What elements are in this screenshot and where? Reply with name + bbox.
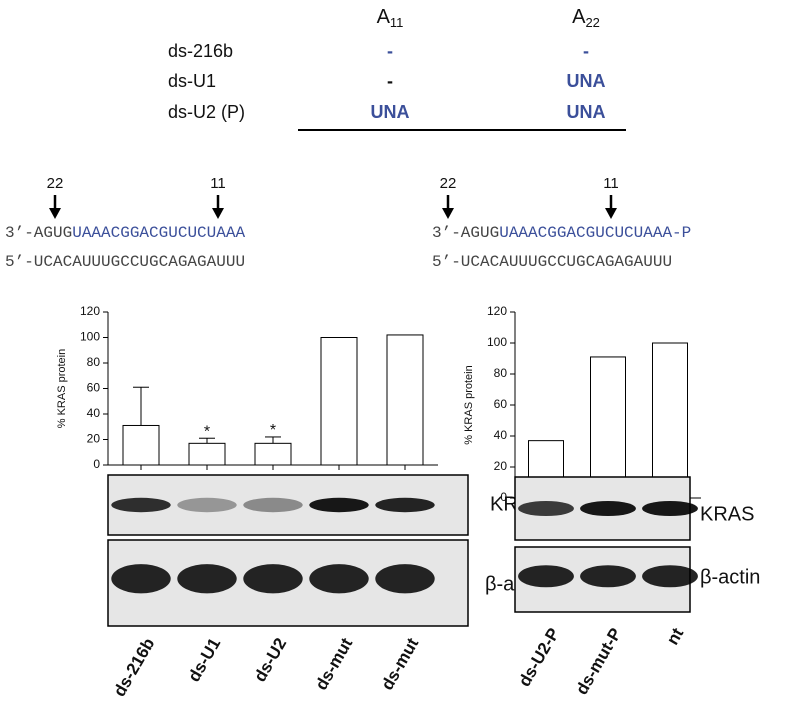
cell: UNA [567,102,606,122]
blot-band [243,497,303,513]
cell: - [387,71,393,91]
category-label: ds-mut [312,634,357,693]
cell: UNA [371,102,410,122]
strand-top: 3’-AGUGUAAACGGACGUCUCUAAA-P [432,224,691,242]
cell: UNA [567,71,606,91]
blot-band [309,497,369,513]
bar [652,342,688,499]
y-axis-label: % KRAS protein [56,349,68,428]
arrow-head [442,208,454,219]
strand-body: UAAACGGACGUCUCUAAA [72,224,245,242]
column-header: A22 [572,6,600,30]
y-tick-label: 80 [87,355,101,369]
cell: - [583,41,589,61]
arrow-head [605,208,617,219]
significance-marker: * [270,422,276,439]
y-tick-label: 60 [494,397,508,411]
y-tick-label: 120 [487,304,507,318]
row-label: ds-216b [168,41,233,61]
category-label: ds-mut [378,634,423,693]
cell: - [387,41,393,61]
blot-band [518,500,574,517]
row-label: ds-U2 (P) [168,102,245,122]
arrow-label: 22 [440,175,457,192]
bar [590,356,626,499]
blot-band [309,564,369,594]
category-label: ds-U2 [250,635,290,685]
y-tick-label: 20 [87,432,101,446]
bar [254,442,292,466]
column-letter: A [377,6,391,28]
category-label: ds-mut-P [572,625,625,698]
strand-top: 3’-AGUGUAAACGGACGUCUCUAAA [5,224,245,242]
category-label: ds-U1 [184,635,224,685]
column-subscript: 11 [390,15,404,30]
column-letter: A [572,6,586,28]
y-tick-label: 60 [87,381,101,395]
y-tick-label: 120 [80,304,100,318]
y-tick-label: 80 [494,366,508,380]
y-tick-label: 20 [494,459,508,473]
blot-band [243,564,303,594]
y-tick-label: 40 [87,406,101,420]
y-tick-label: 40 [494,428,508,442]
blot-band [177,564,237,594]
column-header: A11 [377,6,404,30]
strand-body: UAAACGGACGUCUCUAAA-P [499,224,691,242]
strand-prefix: 3’-AGUG [5,224,72,242]
blot-band [375,564,435,594]
category-label: ds-U2-P [515,625,564,690]
blot-band [111,564,171,594]
blot-label: KRAS [700,503,754,525]
bar [122,424,160,466]
blot-band [580,565,636,588]
y-tick-label: 0 [500,490,507,504]
blot-band [177,497,237,513]
arrow-label: 22 [47,175,64,192]
y-tick-label: 100 [487,335,507,349]
blot-label: β-actin [700,566,760,588]
strand-prefix: 3’-AGUG [432,224,499,242]
y-tick-label: 100 [80,330,100,344]
arrow-label: 11 [210,175,226,192]
blot-band [375,497,435,513]
bar [386,334,424,466]
bar [320,337,358,466]
blot-band [111,497,171,513]
category-label: ds-216b [110,635,159,700]
y-axis-label: % KRAS protein [463,365,475,444]
blot-band [642,565,698,588]
arrow-head [49,208,61,219]
significance-marker: * [204,423,210,440]
category-label: nt [663,624,688,648]
column-subscript: 22 [585,15,599,30]
strand-bottom: 5’-UCACAUUUGCCUGCAGAGAUUU [432,253,672,271]
row-label: ds-U1 [168,71,216,91]
blot-band [642,500,698,517]
blot-band [580,500,636,517]
arrow-label: 11 [603,175,619,192]
blot-band [518,565,574,588]
bar [188,442,226,466]
arrow-head [212,208,224,219]
strand-bottom: 5’-UCACAUUUGCCUGCAGAGAUUU [5,253,245,271]
y-tick-label: 0 [93,457,100,471]
